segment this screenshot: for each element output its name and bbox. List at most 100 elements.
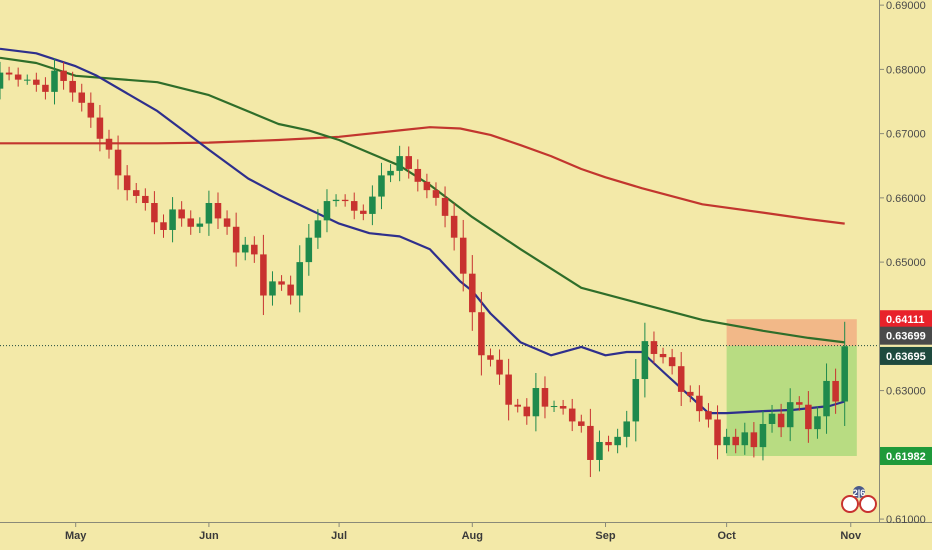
x-tick-label: Aug [462,530,483,542]
candle-body [705,411,712,420]
candle-down [232,212,240,267]
candle-down [514,398,521,413]
logo-circle-left [841,495,859,513]
candle-body [223,218,231,227]
x-tick-label: Jun [199,530,219,542]
candle-down [605,435,612,452]
candle-body [232,226,240,253]
candle-up [641,322,649,398]
candle-up [23,74,31,85]
candle-up [823,363,830,434]
candle-body [632,379,640,422]
candle-body [387,170,394,176]
candle-down [568,398,576,432]
logo-text: 2|6 [853,488,866,498]
candle-down [14,67,22,87]
candle-down [650,331,658,364]
candle-down [541,376,549,419]
candle-down [714,405,721,460]
candle-body [823,380,830,417]
candle-down [777,403,785,438]
candle-down [5,66,13,81]
candle-body [432,190,440,198]
candle-up [241,236,249,261]
candle-up [550,400,558,413]
candle-down [405,146,412,179]
price-badges: 0.64111 0.63699 0.63695 0.61982 [880,310,932,465]
candle-up [632,359,640,442]
logo-circle-top [853,486,865,498]
candle-body [123,175,131,191]
candle-down [559,399,567,415]
x-axis[interactable]: May Jun Jul Aug Sep Oct Nov [65,522,862,542]
price-badge: 0.64111 [880,310,932,329]
candle-body [378,175,385,197]
candle-body [568,408,576,422]
candle-body [160,222,167,230]
x-tick-label: May [65,530,87,542]
candle-body [269,281,276,296]
candle-down [659,347,667,364]
candle-up [768,404,776,433]
candle-down [587,408,594,478]
candle-down [33,72,40,92]
price-badge: 0.63699 [880,326,932,345]
candle-up [169,197,176,243]
candle-body [587,425,594,460]
candle-body [814,416,821,430]
candle-body [650,341,658,354]
y-tick-label: 0.65000 [886,257,926,269]
candle-down [459,219,467,292]
candle-down [705,403,712,428]
candle-body [14,74,22,80]
candle-down [487,348,494,367]
candle-up [623,410,630,448]
candle-down [505,358,512,421]
candle-body [741,432,749,446]
candle-body [641,341,649,380]
candle-body [296,262,304,296]
price-badge-label: 0.64111 [886,314,925,326]
candle-body [505,374,512,405]
logo-graphic: 2|6 [841,486,877,513]
candle-down [732,428,739,454]
candle-body [541,388,549,407]
candle-body [405,156,412,169]
candles [0,58,848,478]
candle-down [750,422,758,458]
price-badge-box [880,346,932,365]
price-badge-box [880,446,932,465]
candle-body [532,388,540,417]
candle-down [414,159,422,192]
candle-up [305,224,313,276]
price-badge: 0.63695 [880,346,932,365]
candle-body [169,209,176,230]
price-badge-box [880,326,932,345]
candle-down [114,135,122,190]
candle-up [369,185,376,226]
x-tick-label: Nov [840,530,862,542]
candle-down [69,71,76,102]
broker-logo-icon: 2|6 [838,484,880,514]
candle-up [596,430,603,472]
candle-body [514,404,521,407]
y-tick-label: 0.67000 [886,129,926,141]
candle-down [87,92,95,128]
candle-down [696,385,703,422]
candle-down [423,173,431,199]
candle-up [332,194,340,207]
price-badge-label: 0.61982 [886,451,926,463]
candle-body [496,359,503,375]
candle-body [687,391,694,396]
candle-body [105,138,113,150]
candle-up [296,245,304,313]
candle-body [750,432,758,448]
candle-up [0,61,4,100]
y-tick-label: 0.69000 [886,0,926,12]
candle-down [350,192,358,220]
candle-down [151,191,158,235]
candle-down [142,188,149,211]
candle-body [287,284,294,296]
